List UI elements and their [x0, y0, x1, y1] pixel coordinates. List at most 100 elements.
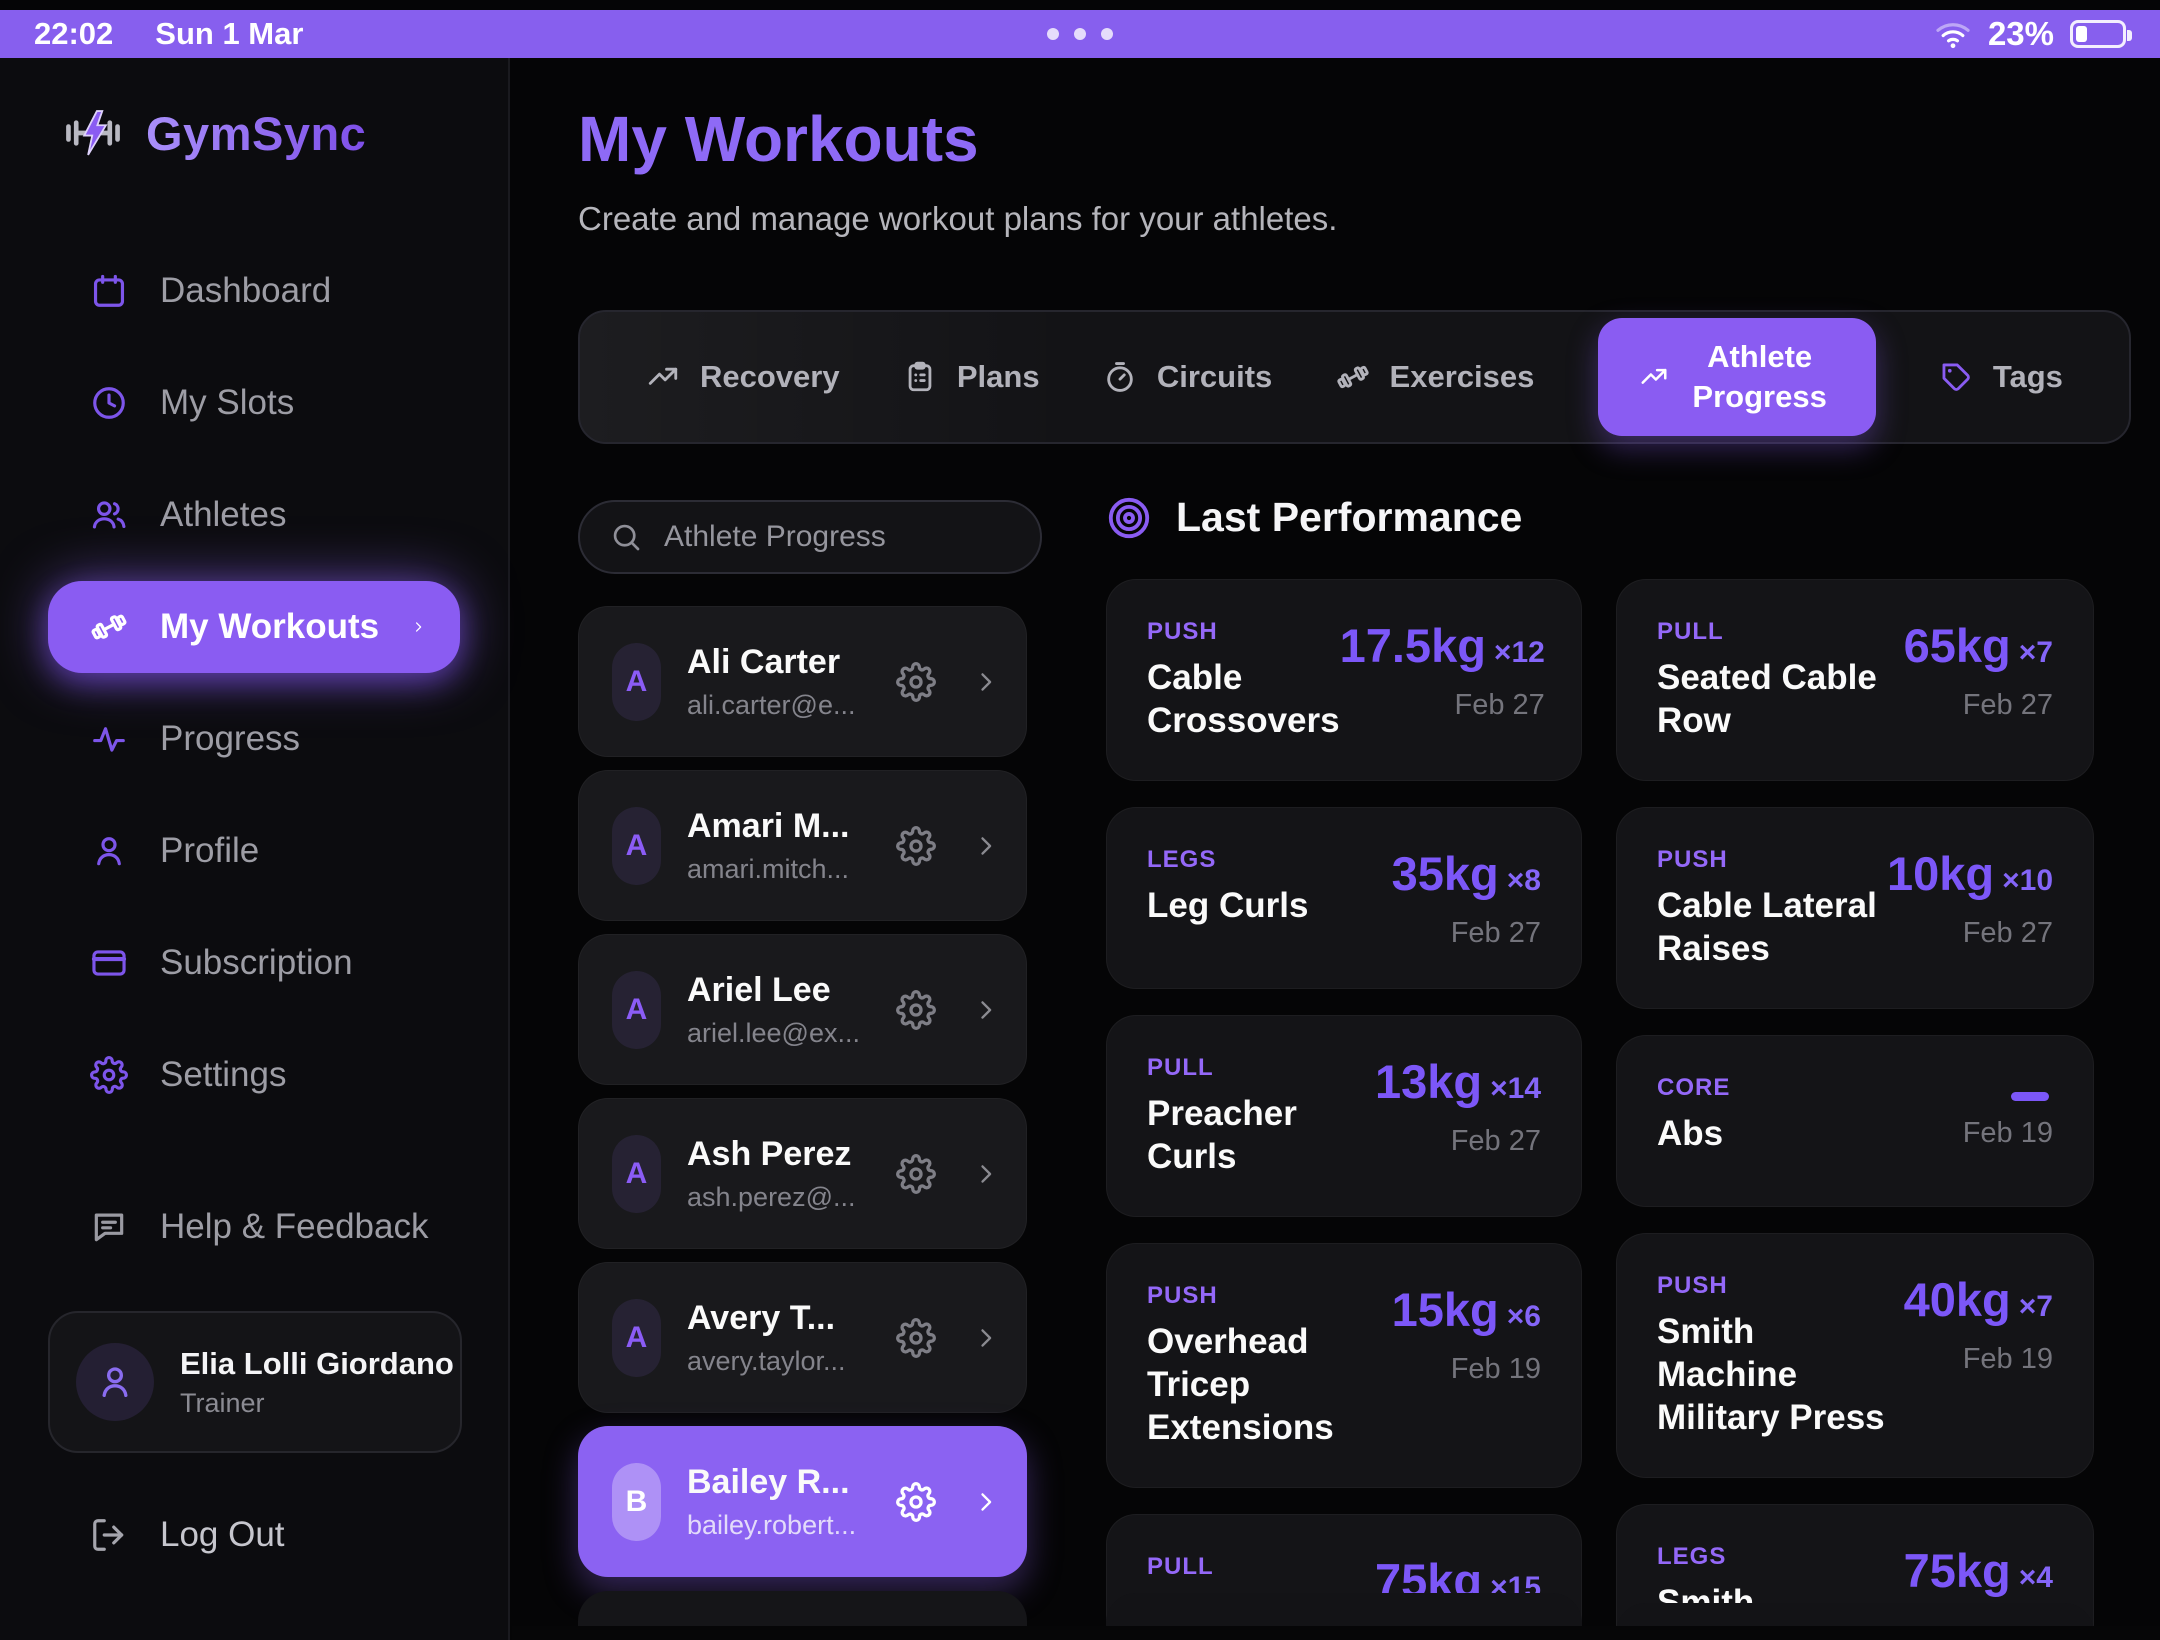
tab[interactable]: Athlete Progress: [1597, 318, 1876, 436]
tab[interactable]: Tags: [1939, 359, 2063, 395]
exercise-date: Feb 19: [1962, 1117, 2053, 1149]
athlete-email: bailey.robert...: [687, 1509, 857, 1540]
chevron-right-icon[interactable]: [972, 1160, 1000, 1188]
gymsync-logo-icon: [62, 102, 124, 164]
exercise-reps: ×10: [2002, 864, 2053, 897]
exercise-weight: 65kg: [1903, 619, 2011, 672]
athlete-card[interactable]: A Amari M... amari.mitch...: [578, 770, 1027, 921]
chevron-right-icon[interactable]: [972, 1324, 1000, 1352]
performance-card: PUSH Overhead Tricep Extensions 15kg ×6 F…: [1106, 1243, 1582, 1488]
sidebar-item[interactable]: Athletes: [48, 483, 460, 547]
athlete-card[interactable]: B Bailey R... bailey.robert...: [578, 1426, 1027, 1577]
gear-icon[interactable]: [896, 1153, 936, 1194]
exercise-date: Feb 27: [1450, 917, 1541, 949]
sidebar-nav: Dashboard My Slots Athletes: [48, 235, 460, 1131]
sidebar-item[interactable]: My Workouts: [48, 581, 460, 673]
exercise-weight: 35kg: [1391, 847, 1499, 900]
sidebar-item-label: Dashboard: [160, 271, 332, 310]
athlete-email: avery.taylor...: [687, 1345, 846, 1376]
search-icon: [610, 521, 642, 553]
sidebar-item-label: Profile: [160, 831, 260, 870]
help-label: Help & Feedback: [160, 1207, 429, 1246]
avatar: A: [612, 1298, 661, 1377]
no-weight-dash: [2011, 1092, 2049, 1101]
exercise-category: PUSH: [1657, 1272, 1728, 1299]
exercise-date: Feb 27: [1454, 689, 1545, 721]
exercise-reps: ×14: [1490, 1072, 1541, 1105]
trainer-name: Elia Lolli Giordano: [180, 1345, 454, 1381]
gear-icon[interactable]: [896, 1317, 936, 1358]
exercise-reps: ×4: [2018, 1561, 2053, 1594]
chevron-right-icon[interactable]: [972, 996, 1000, 1024]
athlete-email: ash.perez@...: [687, 1181, 856, 1212]
exercise-weight: 13kg: [1374, 1055, 1483, 1108]
exercise-name: Smith Machine Military Press: [1657, 1312, 1885, 1437]
sidebar-item[interactable]: My Slots: [48, 371, 460, 435]
exercise-category: PUSH: [1147, 1282, 1218, 1309]
logout-button[interactable]: Log Out: [48, 1503, 460, 1567]
exercise-reps: ×6: [1506, 1300, 1541, 1333]
sidebar-help-row: Help & Feedback: [48, 1171, 460, 1283]
tab[interactable]: Circuits: [1103, 359, 1272, 395]
gear-icon[interactable]: [896, 989, 936, 1030]
athlete-card[interactable]: A Ariel Lee ariel.lee@ex...: [578, 934, 1027, 1085]
athlete-name: Ali Carter: [687, 642, 841, 681]
clipboard-icon: [903, 360, 937, 394]
avatar: A: [612, 642, 661, 721]
tab-bar: Recovery Plans Circuits Exercises: [578, 310, 2131, 444]
battery-percent: 23%: [1987, 15, 2054, 52]
tag-icon: [1939, 360, 1973, 394]
sidebar-item[interactable]: Subscription: [48, 931, 460, 995]
athlete-name: Bailey R...: [687, 1462, 850, 1501]
gear-icon[interactable]: [896, 1481, 936, 1522]
sidebar-item-help[interactable]: Help & Feedback: [48, 1195, 460, 1259]
status-time: 22:02: [34, 16, 114, 51]
user-icon: [95, 1362, 135, 1402]
exercise-date: Feb 19: [1450, 1353, 1541, 1385]
gear-icon[interactable]: [896, 661, 936, 702]
logo: GymSync: [62, 102, 366, 164]
athlete-card[interactable]: A Ali Carter ali.carter@e...: [578, 606, 1027, 757]
multitask-dots-icon: [1047, 28, 1113, 40]
page-subtitle: Create and manage workout plans for your…: [578, 200, 1338, 237]
sidebar-item[interactable]: Progress: [48, 707, 460, 771]
exercise-weight: 10kg: [1886, 847, 1995, 900]
tab[interactable]: Exercises: [1336, 359, 1534, 395]
page-title: My Workouts: [578, 103, 979, 175]
avatar: A: [612, 1134, 661, 1213]
chevron-right-icon[interactable]: [972, 832, 1000, 860]
exercise-category: PULL: [1657, 618, 1724, 645]
tab[interactable]: Plans: [903, 359, 1040, 395]
exercise-date: Feb 27: [1962, 917, 2053, 949]
sidebar-item-label: Progress: [160, 719, 301, 758]
athlete-name: Ariel Lee: [687, 970, 831, 1009]
athlete-card[interactable]: A Ash Perez ash.perez@...: [578, 1098, 1027, 1249]
search-input[interactable]: [664, 520, 1050, 554]
wifi-icon: [1934, 15, 1972, 53]
performance-card: PUSH Smith Machine Military Press 40kg ×7…: [1616, 1233, 2094, 1478]
sidebar-item-label: Athletes: [160, 495, 287, 534]
exercise-date: Feb 19: [1962, 1343, 2053, 1375]
bottom-edge: [512, 1626, 2160, 1640]
exercise-reps: ×7: [2018, 1290, 2053, 1323]
athlete-card[interactable]: A Avery T... avery.taylor...: [578, 1262, 1027, 1413]
users-icon: [90, 496, 128, 534]
athlete-email: ali.carter@e...: [687, 689, 856, 720]
sidebar-item[interactable]: Profile: [48, 819, 460, 883]
avatar: B: [612, 1462, 661, 1541]
gear-icon[interactable]: [896, 825, 936, 866]
sidebar-item[interactable]: Dashboard: [48, 259, 460, 323]
athlete-name: Avery T...: [687, 1298, 836, 1337]
sidebar-item[interactable]: Settings: [48, 1043, 460, 1107]
tab[interactable]: Recovery: [646, 359, 840, 395]
logout-icon: [90, 1516, 128, 1554]
trending-up-icon: [646, 360, 680, 394]
dumbbell-icon: [1336, 360, 1370, 394]
exercise-category: PULL: [1147, 1054, 1214, 1081]
chevron-right-icon[interactable]: [972, 1488, 1000, 1516]
chevron-right-icon[interactable]: [972, 668, 1000, 696]
trainer-profile-card[interactable]: Elia Lolli Giordano Trainer: [48, 1311, 462, 1453]
clock-icon: [90, 384, 128, 422]
chevron-right-icon: [411, 612, 426, 642]
exercise-weight: 15kg: [1391, 1283, 1499, 1336]
